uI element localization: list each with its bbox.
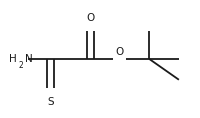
Text: O: O: [86, 13, 94, 23]
Text: H: H: [9, 54, 17, 64]
Text: 2: 2: [18, 61, 23, 70]
Text: N: N: [25, 54, 33, 64]
Text: S: S: [47, 97, 54, 107]
Text: O: O: [116, 47, 124, 57]
